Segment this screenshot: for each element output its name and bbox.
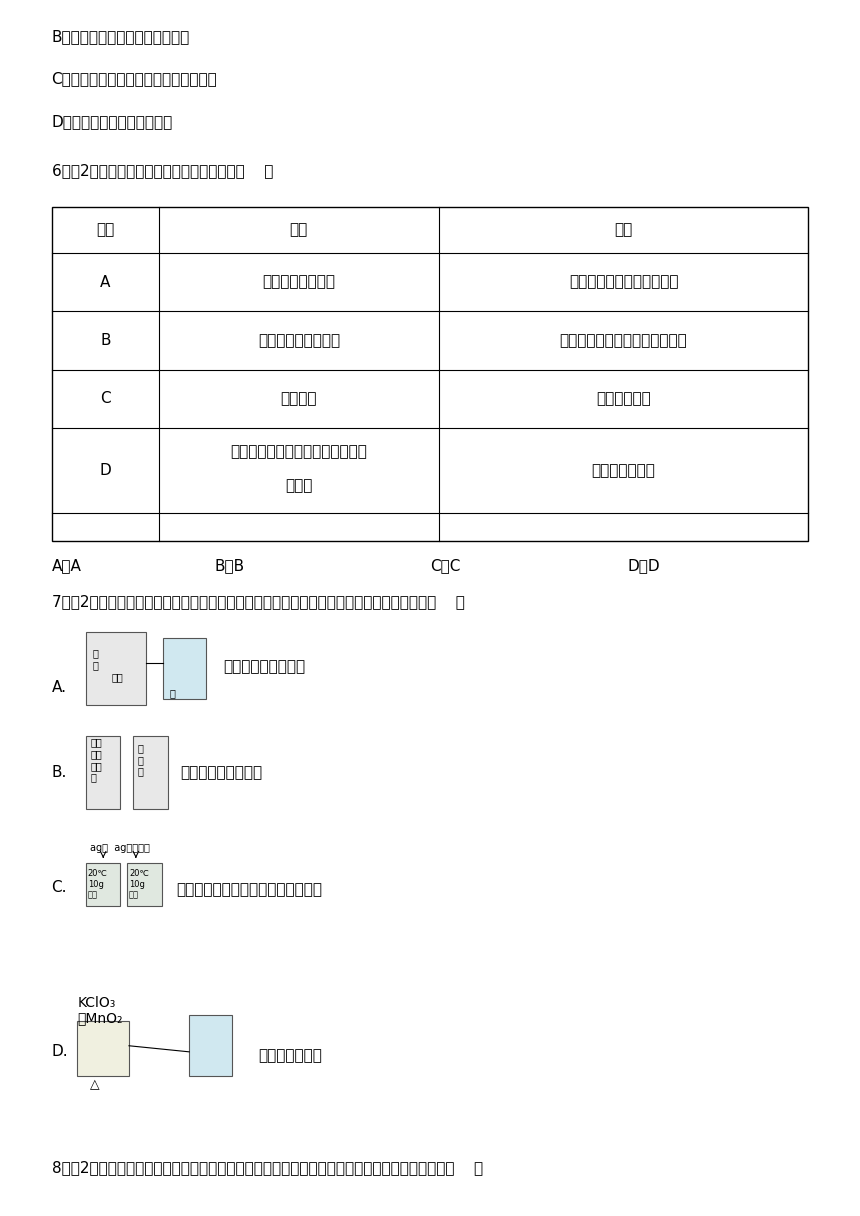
Text: KClO₃: KClO₃	[77, 996, 116, 1010]
Text: 探究不同溶质在同种溶剂中的溶解性: 探究不同溶质在同种溶剂中的溶解性	[176, 883, 322, 897]
Text: D．干冰易升华－－人工降雨: D．干冰易升华－－人工降雨	[52, 114, 173, 129]
Text: 金刚石和石墨的物理性质存在着明: 金刚石和石墨的物理性质存在着明	[230, 444, 367, 460]
Text: A: A	[100, 275, 111, 289]
Text: 7．（2分）实验课上，同学们设计了如图四个实验，经分析推理可知，其中能达到目的的是（    ）: 7．（2分）实验课上，同学们设计了如图四个实验，经分析推理可知，其中能达到目的的…	[52, 595, 464, 609]
Text: 空
气: 空 气	[92, 648, 98, 670]
Text: C: C	[100, 392, 111, 406]
Text: D.: D.	[52, 1045, 68, 1059]
Text: 碳原子结构不同: 碳原子结构不同	[592, 463, 655, 478]
Bar	[133, 736, 168, 809]
Text: C．稀有气体化学性质不活泼－－保护气: C．稀有气体化学性质不活泼－－保护气	[52, 72, 218, 86]
Text: B．B: B．B	[215, 558, 245, 573]
Text: ag碘  ag高锰酸钾: ag碘 ag高锰酸钾	[90, 843, 150, 852]
Bar	[86, 736, 120, 809]
Bar	[127, 863, 162, 906]
Text: A.: A.	[52, 680, 66, 694]
Text: 解释: 解释	[614, 223, 633, 237]
Bar	[163, 638, 206, 699]
Text: 煮沸
过的
蒸馏
水: 煮沸 过的 蒸馏 水	[90, 738, 102, 782]
Text: 选项: 选项	[96, 223, 114, 237]
Text: 6．（2分）对下列事实的微观解释正确的是（    ）: 6．（2分）对下列事实的微观解释正确的是（ ）	[52, 163, 273, 178]
Text: 植
物
油: 植 物 油	[138, 743, 144, 777]
Bar	[86, 632, 146, 705]
Text: D: D	[100, 463, 111, 478]
Text: 溶液中存在自由移动的电子: 溶液中存在自由移动的电子	[568, 275, 679, 289]
Bar	[86, 863, 120, 906]
Text: 和MnO₂: 和MnO₂	[77, 1010, 123, 1025]
Text: D．D: D．D	[628, 558, 660, 573]
Text: C．C: C．C	[430, 558, 460, 573]
Text: 事实: 事实	[290, 223, 308, 237]
Text: 8．（2分）如图是甲、乙、丙三种固体物质（均不含结晶水）的溶解度曲线。下列说法正确的是（    ）: 8．（2分）如图是甲、乙、丙三种固体物质（均不含结晶水）的溶解度曲线。下列说法正…	[52, 1160, 482, 1175]
Bar	[77, 1021, 129, 1076]
Text: 水: 水	[169, 688, 175, 698]
Text: B.: B.	[52, 765, 67, 779]
Text: 20℃
10g
汽油: 20℃ 10g 汽油	[129, 869, 149, 900]
Text: △: △	[90, 1079, 100, 1091]
Text: 20℃
10g
汽油: 20℃ 10g 汽油	[88, 869, 108, 900]
Text: B: B	[100, 333, 111, 348]
Text: 探究钢铁生锈的条件: 探究钢铁生锈的条件	[181, 765, 262, 779]
Text: B．浓硫酸具有吸水性－－干燥剂: B．浓硫酸具有吸水性－－干燥剂	[52, 29, 190, 44]
Text: 测定空气里氧气含量: 测定空气里氧气含量	[224, 659, 305, 674]
Text: 氯化钠溶液能导电: 氯化钠溶液能导电	[262, 275, 335, 289]
Text: A．A: A．A	[52, 558, 82, 573]
Text: 分子间间隔随温度的变化而改变: 分子间间隔随温度的变化而改变	[560, 333, 687, 348]
Text: 食物腐败: 食物腐败	[280, 392, 317, 406]
FancyBboxPatch shape	[52, 207, 808, 541]
Text: 实验室制取氧气: 实验室制取氧气	[258, 1048, 322, 1063]
Text: 显差异: 显差异	[286, 478, 312, 494]
Text: 分子种类改变: 分子种类改变	[596, 392, 651, 406]
Text: 用水银温度计测体温: 用水银温度计测体温	[258, 333, 340, 348]
Bar	[189, 1015, 232, 1076]
Text: 红磷: 红磷	[112, 672, 124, 682]
Text: C.: C.	[52, 880, 67, 895]
